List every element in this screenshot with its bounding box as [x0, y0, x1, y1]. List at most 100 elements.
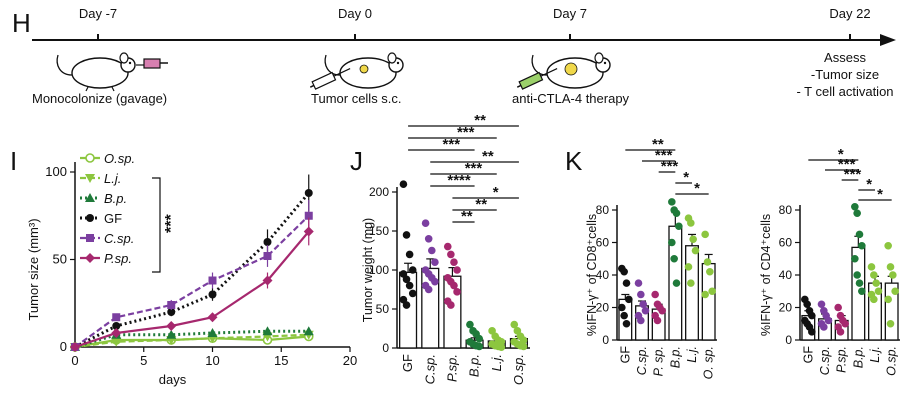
data-point: [668, 238, 676, 247]
data-point: [672, 209, 681, 218]
data-point: [86, 234, 94, 242]
data-point: [112, 322, 121, 330]
significance-label: ****: [447, 172, 471, 189]
data-point: [304, 189, 313, 197]
significance-label: ***: [465, 160, 483, 177]
x-tick-label: 15: [274, 353, 288, 368]
series-psp: [70, 217, 314, 352]
y-tick-label: 0: [785, 333, 792, 347]
significance-label: *: [877, 186, 883, 203]
significance-label: **: [474, 112, 486, 129]
data-point: [851, 254, 859, 263]
data-point: [687, 219, 695, 227]
y-tick-label: 50: [376, 302, 390, 316]
series-gf: [71, 174, 313, 351]
legend-label: O.sp.: [104, 151, 135, 166]
data-point: [208, 276, 217, 285]
y-tick-label: 0: [602, 333, 609, 347]
x-tick-label: 0: [71, 353, 78, 368]
significance-label: **: [475, 196, 487, 213]
x-tick-label: P. sp.: [652, 346, 666, 376]
data-point: [166, 329, 177, 339]
significance-label: ***: [838, 156, 856, 173]
data-point: [405, 250, 414, 259]
x-tick-label: GF: [400, 354, 415, 372]
significance-bracket: [152, 177, 161, 273]
data-point: [304, 211, 313, 220]
data-point: [166, 321, 177, 331]
x-tick-label: C.sp.: [818, 346, 832, 375]
data-point: [641, 306, 650, 315]
timepoint-event: Monocolonize (gavage): [32, 91, 167, 106]
data-point: [443, 242, 452, 251]
data-point: [703, 258, 712, 266]
x-tick-label: GF: [801, 346, 815, 364]
significance-label: *: [838, 146, 844, 163]
significance-label: **: [482, 148, 494, 165]
series-line: [74, 333, 309, 349]
data-point: [853, 209, 861, 218]
data-point: [672, 279, 681, 287]
y-tick-label: 150: [369, 224, 389, 238]
data-point: [622, 279, 631, 287]
series-line: [74, 230, 310, 349]
panel-letter-k: K: [565, 146, 583, 176]
data-point: [834, 303, 842, 312]
mouse-injection-icon: [309, 52, 404, 90]
data-point: [853, 271, 861, 279]
data-point: [405, 281, 414, 290]
significance-label: *: [683, 169, 689, 186]
data-point: [112, 313, 121, 322]
data-point: [447, 250, 455, 259]
y-tick-label: 60: [779, 236, 793, 250]
cd4-ifng-bar-chart: 0 20 40 60 80 %IFN-γ⁺ of CD4⁺cells GF C.sp. P.sp…: [759, 146, 900, 376]
data-point: [408, 289, 417, 298]
data-point: [85, 253, 95, 263]
data-point: [670, 254, 678, 263]
legend-entry: L.j.: [80, 171, 121, 186]
data-point: [207, 312, 218, 323]
timepoint-event: Tumor cells s.c.: [311, 91, 402, 106]
legend-label: B.p.: [104, 191, 127, 206]
panel-letter-h: H: [12, 8, 31, 38]
y-axis-label: %IFN-γ⁺ of CD8⁺cells: [585, 214, 599, 336]
data-point: [706, 267, 714, 276]
data-point: [858, 241, 866, 250]
legend-label: L.j.: [104, 171, 121, 186]
x-tick-label: L.j.: [489, 354, 504, 371]
timepoint-label: Day 0: [338, 6, 372, 21]
x-tick-label: B.p.: [851, 346, 865, 368]
x-tick-label: 20: [343, 353, 357, 368]
timeline-arrowhead: [880, 34, 896, 46]
x-tick-label: 5: [140, 353, 147, 368]
timeline-tick-2: Day 0: [338, 6, 372, 40]
data-point: [817, 300, 826, 309]
data-point: [111, 337, 122, 347]
data-point: [668, 198, 676, 206]
data-point: [86, 214, 94, 222]
data-point: [450, 258, 458, 267]
data-point: [889, 271, 897, 279]
data-point: [622, 319, 631, 328]
data-point: [708, 287, 716, 296]
data-point: [475, 334, 484, 343]
data-point: [450, 281, 458, 290]
x-tick-label: 10: [205, 353, 219, 368]
timepoint-event: anti-CTLA-4 therapy: [512, 91, 630, 106]
data-point: [867, 263, 876, 271]
data-point: [691, 246, 700, 255]
x-tick-label: L.j.: [685, 346, 699, 363]
data-point: [808, 328, 816, 336]
tumor-size-line-chart: 0 5 10 15 20 0 50 100 days Tumor size (mm³) O.sp. L…: [26, 151, 357, 387]
y-tick-label: 40: [596, 268, 610, 282]
legend-label: GF: [104, 211, 122, 226]
assess-item: -Tumor size: [811, 67, 879, 82]
assess-title: Assess: [824, 50, 866, 65]
data-point: [447, 301, 455, 309]
data-point: [687, 279, 695, 287]
mouse-therapy-icon: [516, 52, 611, 90]
data-point: [402, 231, 411, 239]
y-tick-label: 20: [779, 301, 793, 315]
data-point: [651, 290, 659, 299]
data-point: [803, 300, 811, 309]
